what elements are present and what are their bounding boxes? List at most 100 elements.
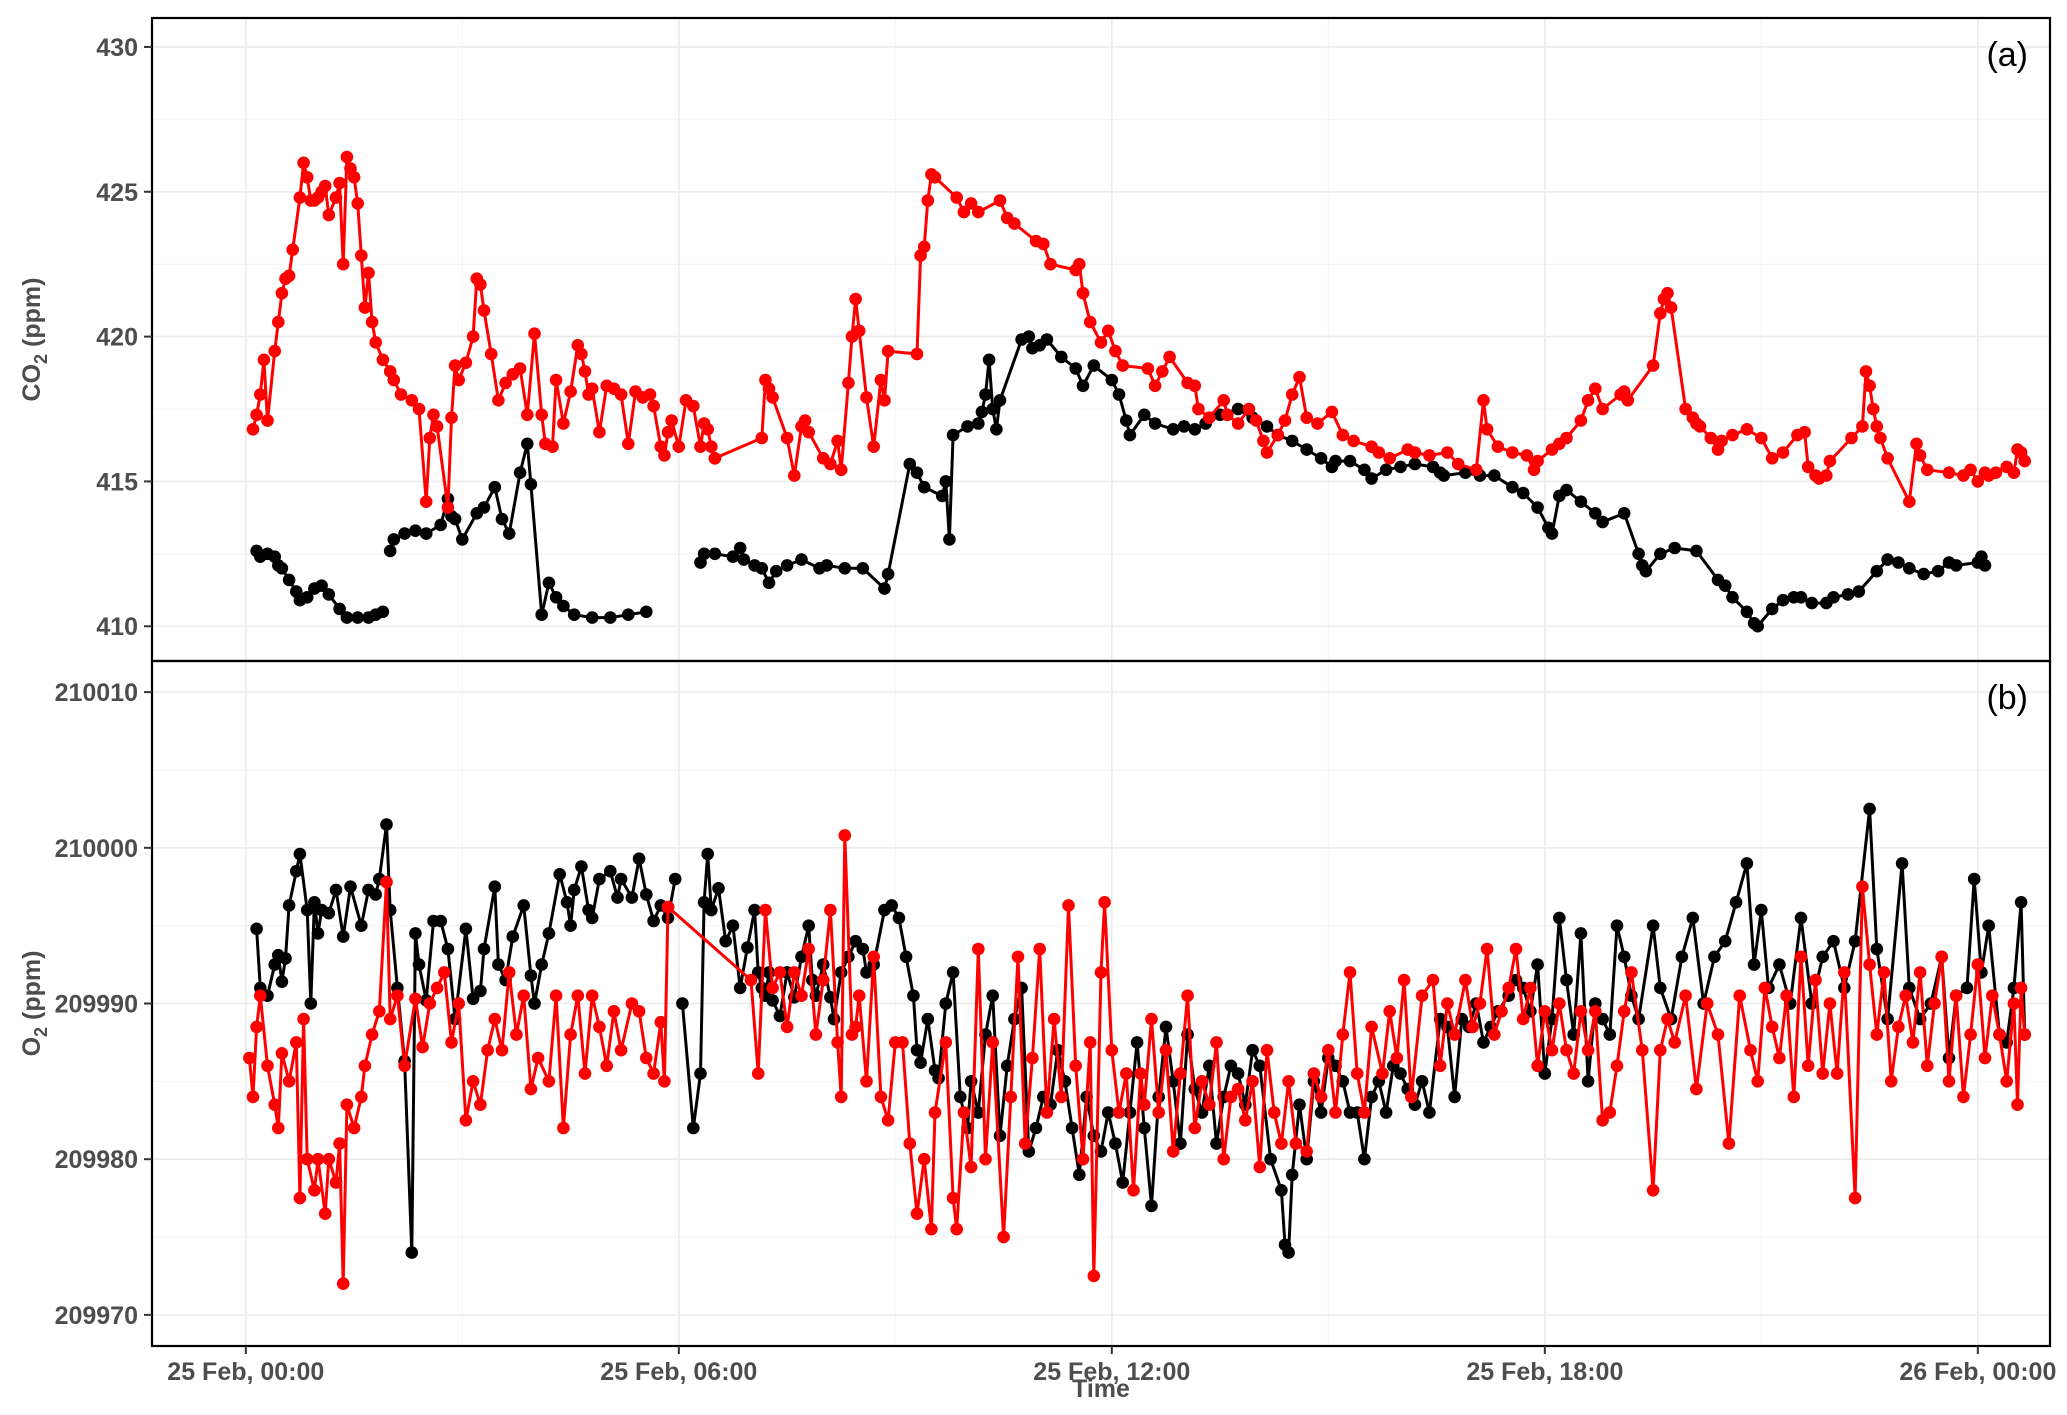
data-point	[1433, 1059, 1447, 1073]
data-point	[1466, 1020, 1479, 1034]
data-point	[1917, 567, 1930, 581]
data-point	[275, 975, 289, 988]
data-point	[297, 1012, 310, 1026]
data-point	[1856, 420, 1869, 433]
data-point	[773, 966, 787, 979]
data-point	[405, 1246, 419, 1259]
data-point	[1581, 394, 1595, 407]
data-point	[600, 1059, 613, 1073]
data-point	[311, 927, 325, 940]
data-point	[495, 512, 509, 526]
data-point	[564, 385, 577, 398]
x-tick-label: 26 Feb, 00:00	[1899, 1358, 2056, 1386]
data-point	[957, 1106, 971, 1119]
data-point	[412, 402, 426, 416]
data-point	[640, 888, 653, 901]
x-tick-label: 25 Feb, 12:00	[1033, 1358, 1190, 1386]
data-point	[250, 922, 263, 936]
data-point	[1978, 1051, 1992, 1065]
data-point	[1275, 1137, 1288, 1150]
data-point	[521, 437, 534, 451]
data-point	[1123, 428, 1137, 442]
data-point	[1448, 1090, 1461, 1104]
data-point	[1423, 449, 1436, 462]
series-black	[250, 802, 2031, 1259]
data-point	[946, 428, 960, 442]
data-point	[1448, 1028, 1461, 1041]
data-point	[409, 524, 422, 537]
data-point	[2007, 997, 2021, 1010]
data-point	[1751, 619, 1764, 633]
data-point	[1949, 559, 1963, 572]
data-point	[972, 942, 985, 956]
data-point	[1978, 559, 1992, 572]
y-tick-label: 420	[96, 324, 138, 352]
data-point	[640, 605, 653, 619]
data-point	[311, 1152, 325, 1166]
data-point	[1531, 958, 1544, 971]
data-point	[492, 394, 505, 407]
data-point	[466, 1075, 480, 1088]
data-point	[423, 431, 437, 445]
data-point	[1112, 388, 1126, 401]
data-point	[632, 852, 646, 865]
data-point	[1560, 431, 1573, 445]
data-point	[701, 847, 714, 861]
data-point	[1892, 556, 1905, 569]
data-point	[535, 958, 548, 971]
data-point	[1686, 911, 1700, 925]
data-point	[1625, 966, 1638, 979]
data-point	[268, 1098, 282, 1111]
x-tick-label: 25 Feb, 06:00	[600, 1358, 757, 1386]
data-point	[1423, 1106, 1436, 1119]
data-point	[1477, 1036, 1490, 1049]
data-point	[1138, 408, 1151, 422]
data-point	[694, 1067, 707, 1080]
data-point	[1181, 989, 1194, 1002]
series-line	[251, 155, 717, 509]
data-point	[1488, 1028, 1501, 1041]
data-point	[578, 1067, 592, 1080]
data-point	[990, 423, 1003, 436]
data-point	[438, 966, 451, 979]
data-point	[860, 1075, 873, 1088]
data-point	[578, 365, 592, 378]
data-point	[1801, 1059, 1815, 1073]
data-point	[1632, 547, 1645, 561]
data-point	[474, 984, 487, 998]
data-point	[369, 888, 383, 901]
data-point	[885, 899, 898, 912]
data-point	[1076, 286, 1090, 300]
data-point	[290, 864, 303, 878]
data-point	[986, 402, 999, 416]
data-point	[1415, 989, 1429, 1002]
data-point	[1285, 434, 1299, 448]
data-point	[1668, 541, 1681, 555]
data-point	[528, 327, 541, 341]
data-point	[816, 973, 830, 987]
data-point	[585, 911, 599, 925]
data-point	[1076, 1152, 1090, 1166]
data-point	[355, 249, 368, 262]
data-point	[1293, 370, 1306, 384]
data-point	[318, 179, 332, 193]
data-point	[856, 562, 870, 575]
data-point	[369, 336, 383, 349]
data-point	[355, 919, 368, 932]
data-point	[708, 452, 722, 465]
data-point	[849, 292, 862, 306]
data-point	[1073, 257, 1086, 271]
data-point	[459, 922, 473, 936]
data-point	[1870, 1028, 1884, 1041]
data-point	[1964, 463, 1977, 477]
data-point	[293, 1191, 307, 1205]
data-point	[687, 1121, 700, 1135]
data-point	[1773, 958, 1786, 971]
data-point	[643, 388, 657, 401]
data-point	[1055, 350, 1068, 364]
data-point	[1101, 324, 1115, 338]
data-point	[477, 501, 491, 514]
y-tick-label: 210000	[55, 835, 138, 863]
data-point	[253, 989, 267, 1002]
data-point	[928, 1106, 942, 1119]
